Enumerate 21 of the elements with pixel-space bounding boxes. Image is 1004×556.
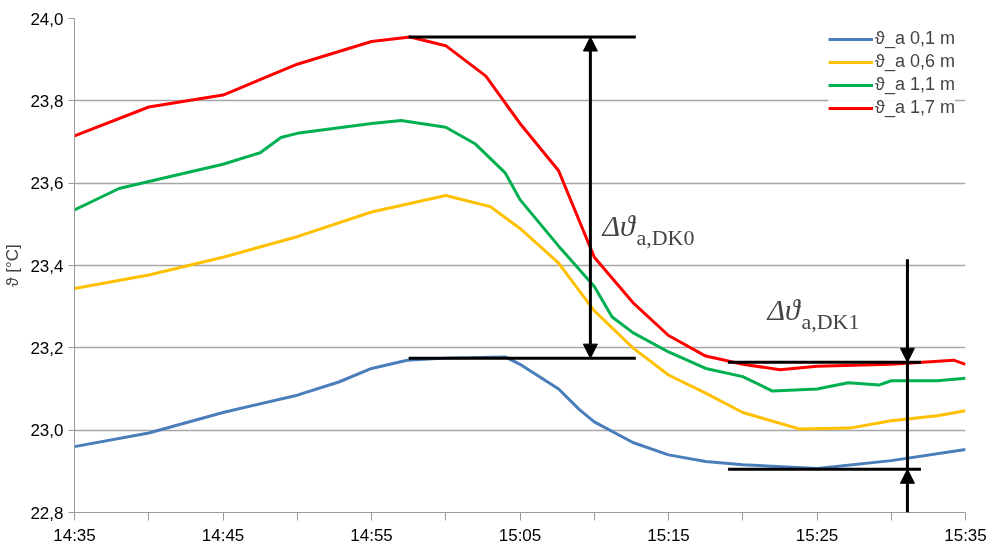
legend-label: ϑ_a 0,1 m <box>875 28 955 49</box>
x-tick-label: 15:25 <box>795 525 839 545</box>
line-series <box>74 119 966 393</box>
y-tick-label: 23,2 <box>30 338 64 358</box>
legend-label: ϑ_a 1,7 m <box>875 97 955 118</box>
y-tick-label: 22,8 <box>30 503 64 523</box>
legend-label: ϑ_a 0,6 m <box>875 51 955 72</box>
x-tick-label: 14:55 <box>350 525 393 545</box>
legend-label: ϑ_a 1,1 m <box>875 74 955 95</box>
x-tick-label: 14:45 <box>201 525 245 545</box>
y-tick-label: 23,4 <box>30 256 64 276</box>
y-tick-label: 23,6 <box>30 174 64 194</box>
x-tick-label: 15:05 <box>498 525 542 545</box>
x-tick-label: 15:35 <box>944 525 987 545</box>
x-tick-label: 14:35 <box>53 525 96 545</box>
y-axis-title: ϑ [°C] <box>3 244 23 287</box>
y-tick-label: 24,0 <box>30 9 64 29</box>
x-tick-label: 15:15 <box>647 525 690 545</box>
y-tick-label: 23,8 <box>30 91 64 111</box>
line-series <box>74 194 966 431</box>
y-tick-label: 23,0 <box>30 421 64 441</box>
